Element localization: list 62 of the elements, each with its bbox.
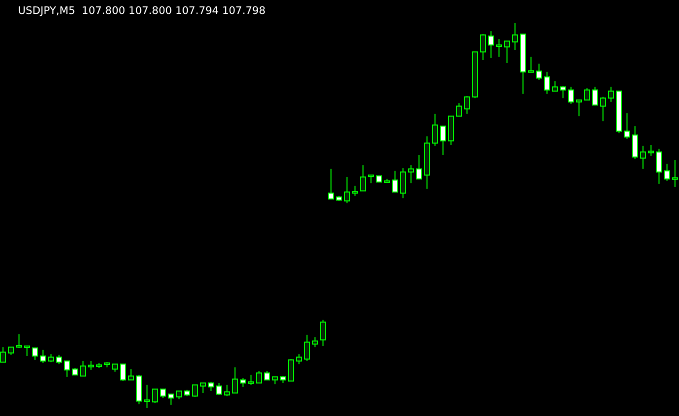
chart-title: USDJPY,M5 107.800 107.800 107.794 107.798 — [18, 5, 266, 17]
candlestick — [352, 185, 358, 196]
candlestick — [600, 96, 606, 122]
candlestick — [128, 368, 134, 380]
candlestick — [40, 349, 46, 364]
candlestick — [200, 382, 206, 394]
candlestick — [16, 334, 22, 348]
candlestick — [480, 34, 486, 60]
candlestick — [400, 168, 406, 199]
candlestick — [632, 126, 638, 160]
candlestick — [672, 160, 678, 188]
candlestick — [192, 384, 198, 398]
candlestick — [536, 63, 542, 80]
candlestick — [504, 40, 510, 64]
candlestick — [496, 38, 502, 58]
candlestick — [640, 145, 646, 170]
candlestick — [288, 358, 294, 382]
candlestick — [624, 112, 630, 140]
candlestick — [216, 382, 222, 396]
candlestick — [144, 384, 150, 408]
candlestick — [312, 336, 318, 348]
candlestick — [560, 86, 566, 99]
candlestick — [296, 354, 302, 365]
candlestick — [344, 176, 350, 204]
candlestick — [360, 164, 366, 192]
candlestick — [168, 394, 174, 406]
candlestick — [56, 354, 62, 365]
candlestick — [256, 370, 262, 384]
candlestick — [416, 154, 422, 180]
candlestick — [80, 360, 86, 377]
candlestick — [120, 364, 126, 382]
candlestick — [32, 347, 38, 360]
candlestick — [24, 346, 30, 357]
candlestick — [408, 164, 414, 184]
candlestick — [568, 86, 574, 104]
candlestick — [552, 80, 558, 92]
candlestick — [232, 366, 238, 394]
candlestick — [576, 100, 582, 117]
candlestick — [392, 170, 398, 193]
candlestick — [208, 381, 214, 392]
candlestick — [584, 88, 590, 100]
candlestick — [528, 56, 534, 73]
candlestick — [0, 346, 6, 363]
candlestick — [592, 86, 598, 106]
candlestick — [320, 319, 326, 347]
candlestick — [304, 334, 310, 362]
candlestick — [432, 113, 438, 146]
candlestick — [512, 22, 518, 50]
candlestick — [664, 163, 670, 182]
candlestick — [328, 168, 334, 200]
candlestick — [608, 86, 614, 102]
candlestick — [464, 96, 470, 114]
candlestick — [456, 102, 462, 117]
candlestick — [656, 148, 662, 184]
candlestick — [224, 384, 230, 397]
candlestick — [64, 360, 70, 378]
candlestick — [488, 30, 494, 59]
candlestick — [648, 144, 654, 156]
candlestick — [544, 71, 550, 94]
candlestick — [248, 374, 254, 386]
candlestick — [152, 388, 158, 404]
candlestick — [440, 126, 446, 156]
